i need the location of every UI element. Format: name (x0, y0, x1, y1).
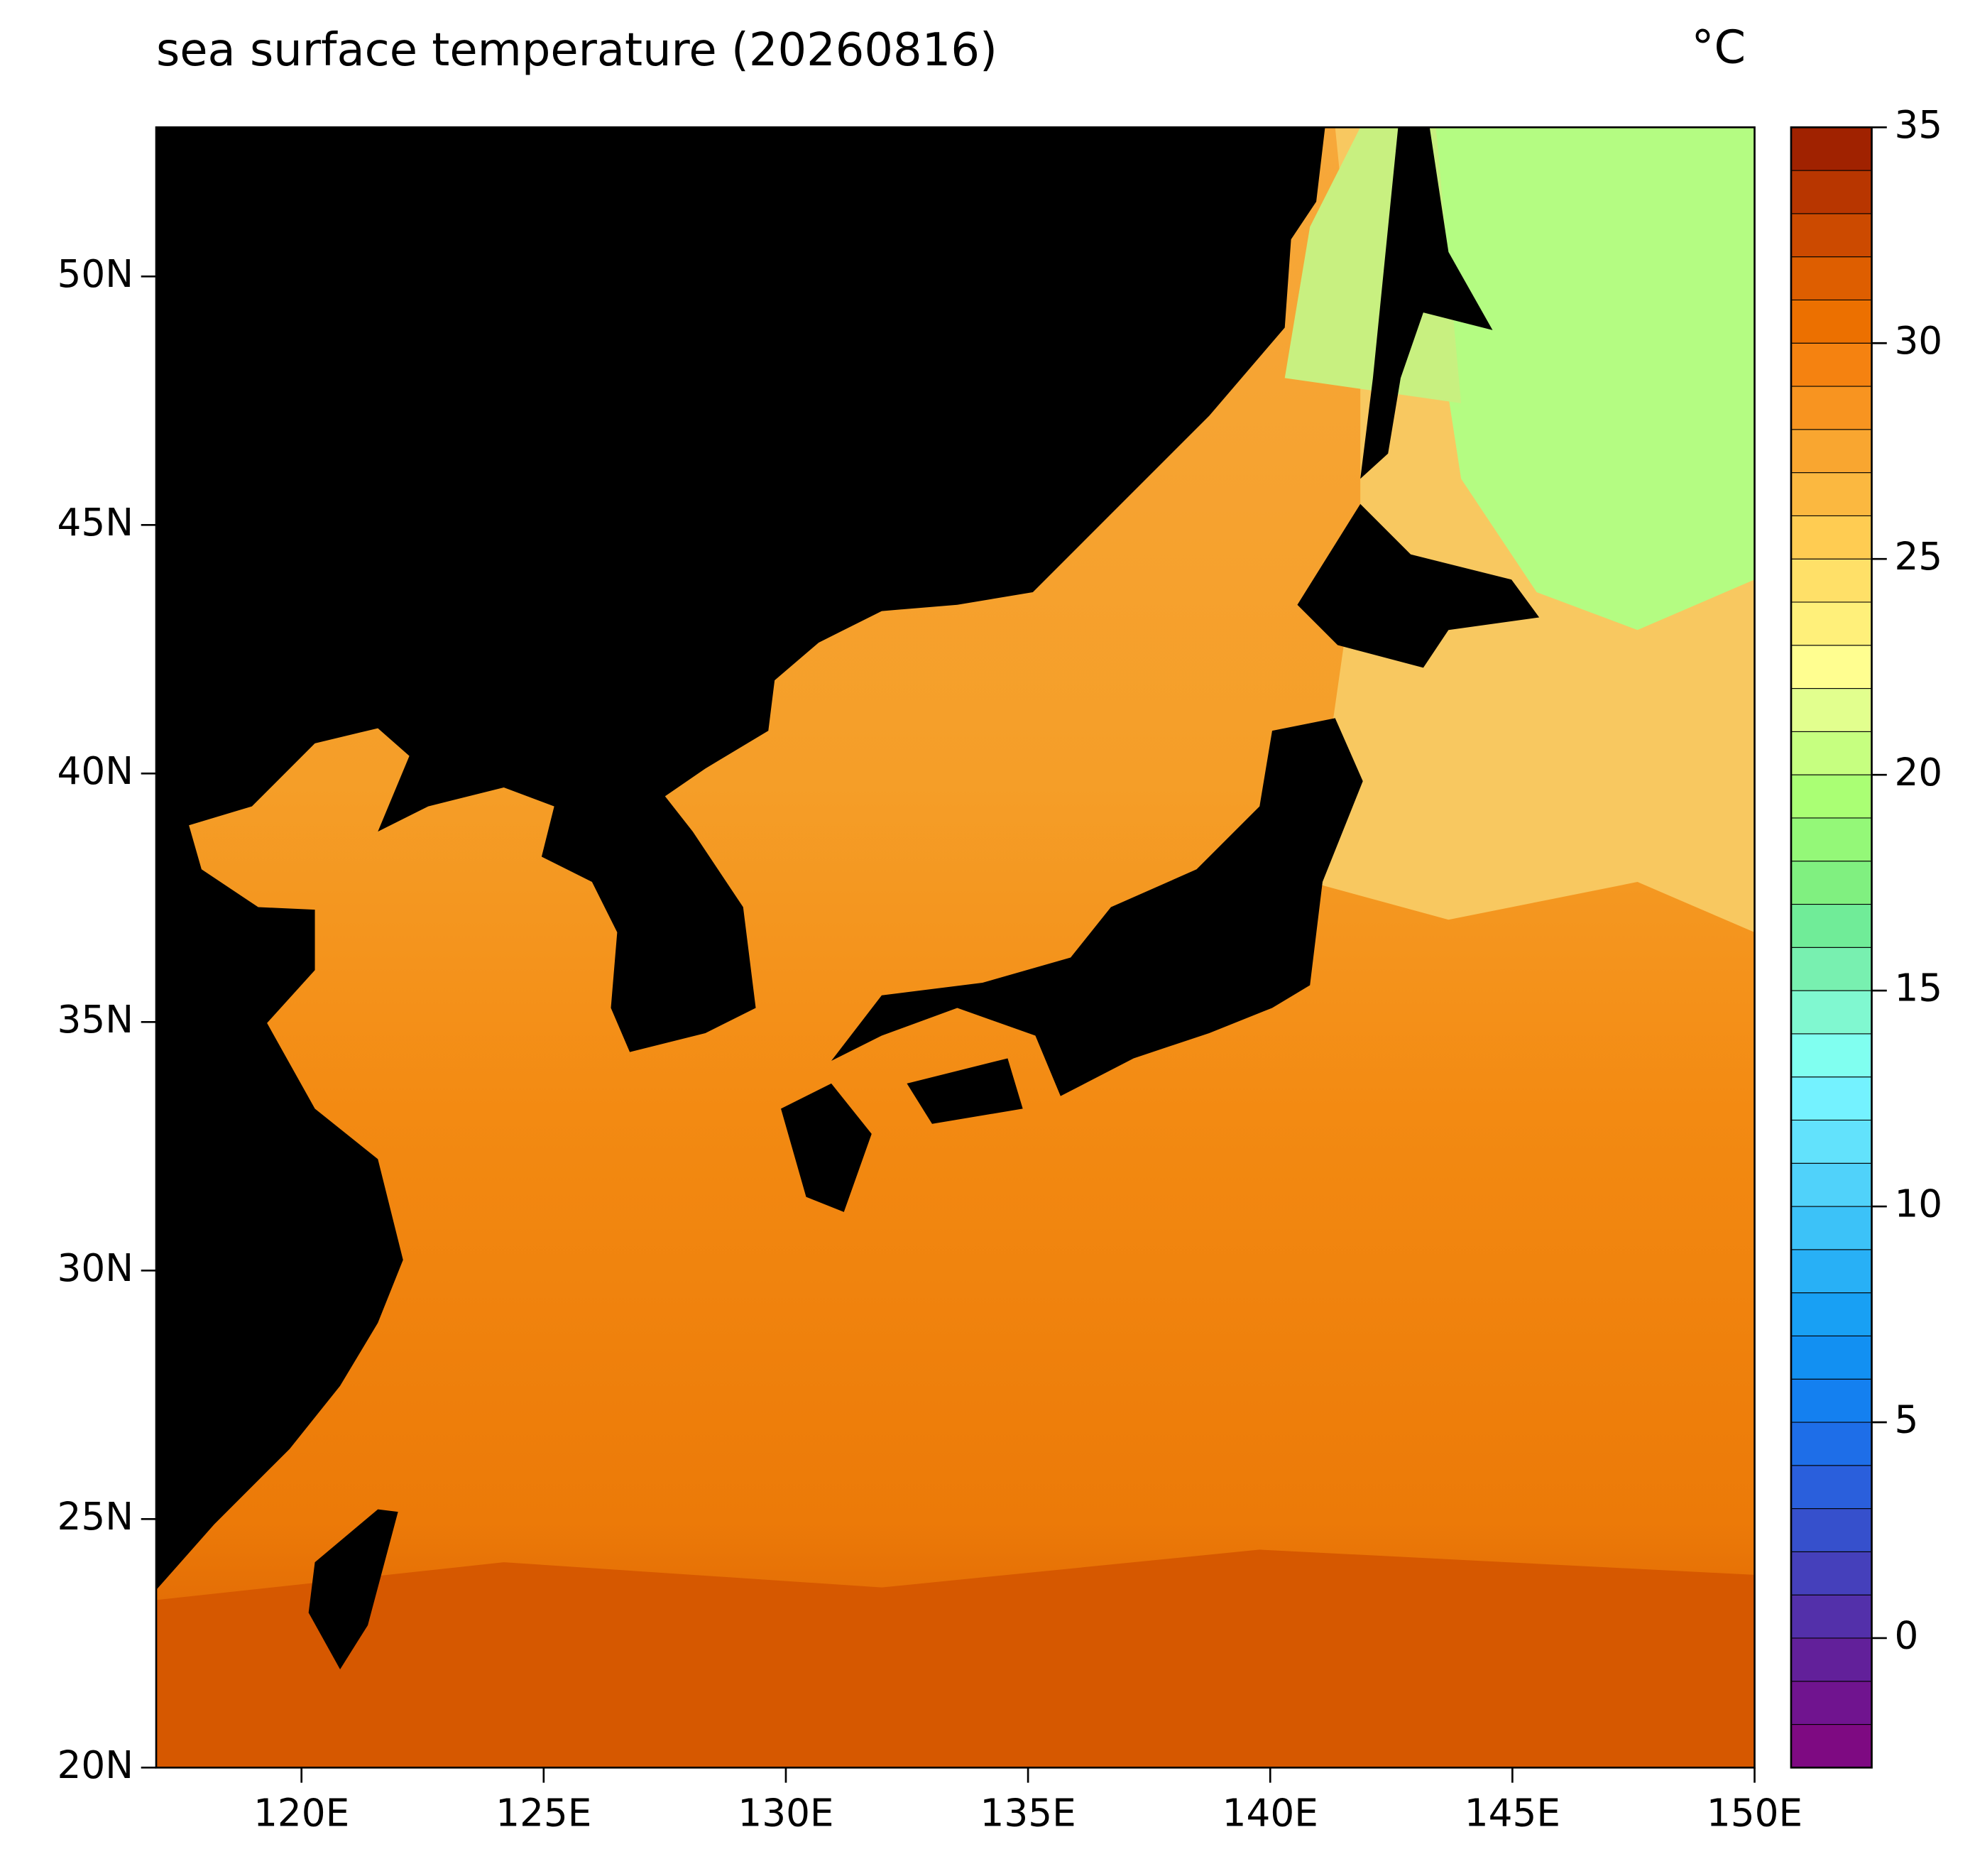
map (156, 127, 1755, 1768)
colorbar-band (1790, 1681, 1873, 1725)
colorbar-band (1790, 472, 1873, 516)
colorbar-band (1790, 256, 1873, 300)
colorbar-band (1790, 299, 1873, 344)
y-tick-label: 40N (58, 749, 134, 793)
colorbar-band (1790, 1465, 1873, 1510)
colorbar-band (1790, 386, 1873, 430)
colorbar-band (1790, 1206, 1873, 1250)
colorbar-tick-label: 20 (1894, 751, 1942, 795)
land (781, 1083, 872, 1212)
x-tick-label: 120E (253, 1791, 349, 1835)
colorbar-band (1790, 990, 1873, 1035)
colorbar-band (1790, 342, 1873, 387)
y-tick-label: 45N (58, 501, 134, 545)
land (156, 127, 1325, 1591)
x-tick-label: 140E (1222, 1791, 1318, 1835)
colorbar-band (1790, 1637, 1873, 1682)
land (1297, 503, 1540, 668)
land (831, 718, 1363, 1096)
map-frame (155, 126, 1756, 1769)
colorbar-tick-label: 5 (1894, 1398, 1918, 1442)
y-tick-label: 25N (58, 1495, 134, 1539)
colorbar-band (1790, 903, 1873, 948)
colorbar-band (1790, 861, 1873, 905)
land (1360, 127, 1493, 479)
colorbar-band (1790, 1335, 1873, 1380)
colorbar-band (1790, 1033, 1873, 1078)
colorbar-band (1790, 1076, 1873, 1121)
colorbar-band (1790, 774, 1873, 819)
colorbar-band (1790, 515, 1873, 560)
sea-warm (156, 1549, 1755, 1768)
colorbar-band (1790, 645, 1873, 689)
land (308, 1509, 398, 1669)
x-tick-label: 130E (738, 1791, 833, 1835)
sea-cold (1435, 127, 1755, 631)
colorbar-frame (1790, 126, 1873, 1769)
colorbar-band (1790, 1249, 1873, 1294)
colorbar-band (1790, 1292, 1873, 1336)
colorbar-tick-label: 10 (1894, 1182, 1942, 1226)
colorbar-band (1790, 1551, 1873, 1596)
colorbar-band (1790, 170, 1873, 214)
x-tick-label: 150E (1707, 1791, 1802, 1835)
colorbar-tick-label: 15 (1894, 966, 1942, 1010)
land (907, 1058, 1023, 1124)
colorbar-tick-label: 30 (1894, 319, 1942, 363)
y-tick-label: 30N (58, 1246, 134, 1290)
colorbar-band (1790, 688, 1873, 732)
colorbar-band (1790, 126, 1873, 171)
colorbar-band (1790, 213, 1873, 258)
y-tick-label: 20N (58, 1743, 134, 1787)
colorbar-band (1790, 601, 1873, 646)
colorbar-band (1790, 1162, 1873, 1207)
colorbar-band (1790, 1119, 1873, 1164)
colorbar-band (1790, 1594, 1873, 1639)
colorbar-band (1790, 731, 1873, 775)
colorbar-band (1790, 1724, 1873, 1768)
colorbar-band (1790, 817, 1873, 862)
chart-title: sea surface temperature (20260816) (156, 24, 997, 77)
colorbar-band (1790, 1378, 1873, 1423)
x-tick-label: 125E (496, 1791, 591, 1835)
colorbar-band (1790, 558, 1873, 603)
colorbar-tick-label: 35 (1894, 103, 1942, 147)
colorbar-tick-label: 25 (1894, 535, 1942, 579)
colorbar-tick-label: 0 (1894, 1614, 1918, 1658)
colorbar-band (1790, 429, 1873, 474)
colorbar-band (1790, 1508, 1873, 1552)
y-tick-label: 50N (58, 252, 134, 296)
unit-label: °C (1692, 22, 1746, 75)
x-tick-label: 145E (1465, 1791, 1560, 1835)
colorbar-band (1790, 947, 1873, 991)
colorbar-band (1790, 1422, 1873, 1466)
x-tick-label: 135E (980, 1791, 1076, 1835)
y-tick-label: 35N (58, 998, 134, 1042)
